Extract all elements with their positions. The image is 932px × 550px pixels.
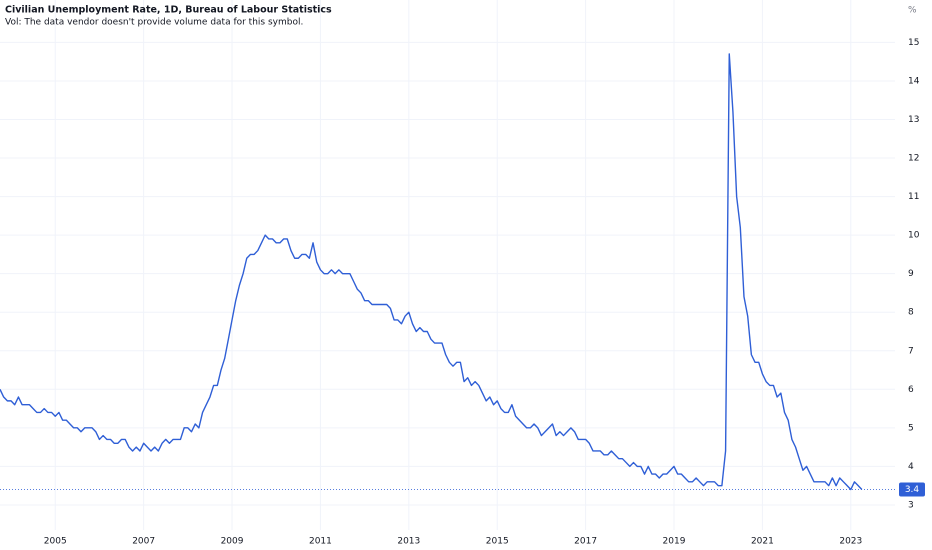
y-tick-label: 9 [908,269,914,279]
x-tick-label: 2017 [574,537,597,547]
y-tick-label: 8 [908,308,914,318]
y-tick-label: 6 [908,385,914,395]
y-tick-label: 7 [908,346,914,356]
last-value-badge [899,482,925,497]
x-tick-label: 2005 [44,537,67,547]
last-value-label: 3.4 [905,485,920,495]
x-tick-label: 2019 [663,537,686,547]
x-tick-label: 2023 [839,537,862,547]
y-tick-label: 10 [908,231,920,241]
x-tick-label: 2015 [486,537,509,547]
y-tick-label: 12 [908,154,919,164]
y-axis-unit: % [908,6,917,16]
grid [0,0,895,530]
chart-title: Civilian Unemployment Rate, 1D, Bureau o… [5,5,332,16]
x-tick-label: 2011 [309,537,332,547]
y-tick-label: 15 [908,38,919,48]
y-tick-label: 11 [908,192,919,202]
x-tick-label: 2021 [751,537,774,547]
y-tick-label: 4 [908,462,914,472]
x-tick-label: 2013 [397,537,420,547]
y-tick-label: 5 [908,423,914,433]
x-tick-label: 2007 [132,537,155,547]
y-tick-label: 13 [908,115,919,125]
chart-subtitle: Vol: The data vendor doesn't provide vol… [5,18,303,28]
y-tick-label: 3 [908,500,914,510]
x-tick-label: 2009 [221,537,244,547]
line-series [0,53,863,491]
y-tick-label: 14 [908,76,920,86]
